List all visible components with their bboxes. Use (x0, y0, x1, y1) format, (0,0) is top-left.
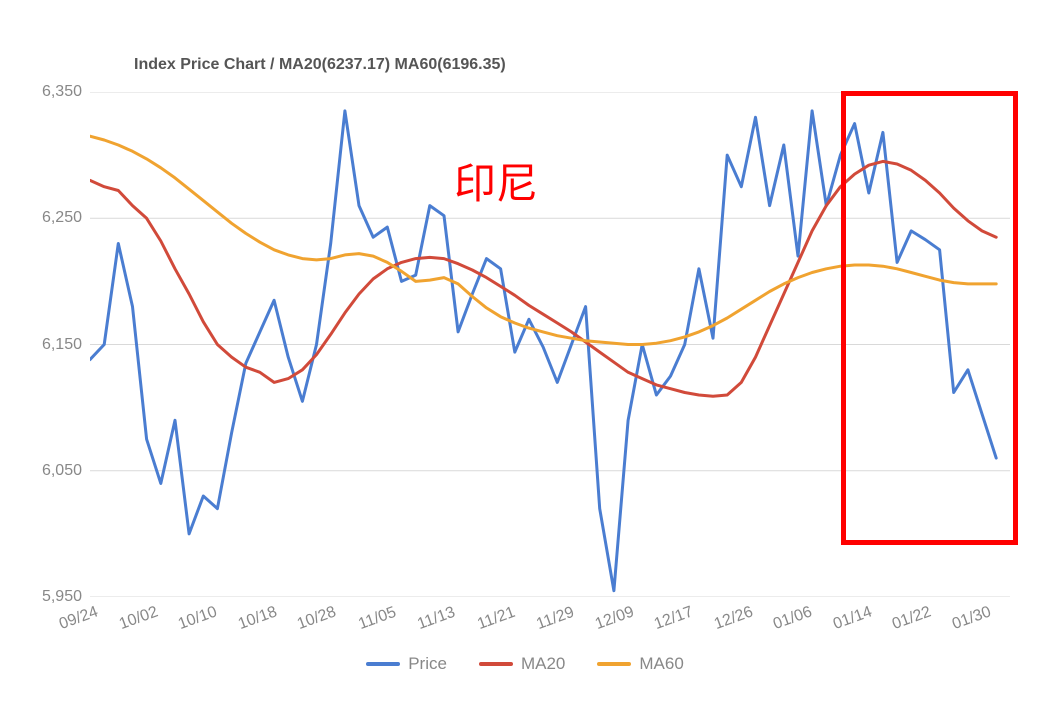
legend-swatch (479, 662, 513, 666)
x-tick-label: 01/14 (831, 603, 875, 634)
legend-item-ma20: MA20 (479, 654, 565, 674)
x-tick-label: 12/26 (712, 603, 756, 634)
legend-swatch (366, 662, 400, 666)
x-tick-label: 10/18 (236, 603, 280, 634)
legend-label: Price (408, 654, 447, 674)
legend-item-price: Price (366, 654, 447, 674)
legend-swatch (597, 662, 631, 666)
x-tick-label: 10/02 (117, 603, 161, 634)
y-tick-label: 6,050 (0, 462, 82, 480)
x-tick-label: 11/05 (356, 604, 399, 634)
plot-svg (90, 92, 1010, 597)
x-tick-label: 11/13 (415, 604, 458, 634)
x-tick-label: 09/24 (57, 603, 101, 634)
chart-container: Index Price Chart / MA20(6237.17) MA60(6… (0, 0, 1051, 714)
y-tick-label: 6,350 (0, 83, 82, 101)
plot-area (90, 92, 1010, 597)
x-tick-label: 01/06 (771, 603, 815, 634)
series-line-ma20 (90, 161, 996, 396)
x-tick-label: 01/30 (950, 603, 994, 634)
legend-label: MA60 (639, 654, 683, 674)
chart-title: Index Price Chart / MA20(6237.17) MA60(6… (134, 56, 506, 74)
x-tick-label: 10/28 (295, 603, 339, 634)
x-tick-label: 11/21 (475, 604, 518, 634)
x-tick-label: 10/10 (176, 603, 220, 634)
x-tick-label: 12/17 (652, 603, 696, 634)
legend-label: MA20 (521, 654, 565, 674)
y-tick-label: 6,150 (0, 336, 82, 354)
legend: Price MA20 MA60 (300, 654, 750, 674)
y-tick-label: 6,250 (0, 209, 82, 227)
x-tick-label: 11/29 (534, 604, 577, 634)
x-tick-label: 01/22 (890, 603, 934, 634)
legend-item-ma60: MA60 (597, 654, 683, 674)
y-tick-label: 5,950 (0, 588, 82, 606)
x-tick-label: 12/09 (593, 603, 637, 634)
